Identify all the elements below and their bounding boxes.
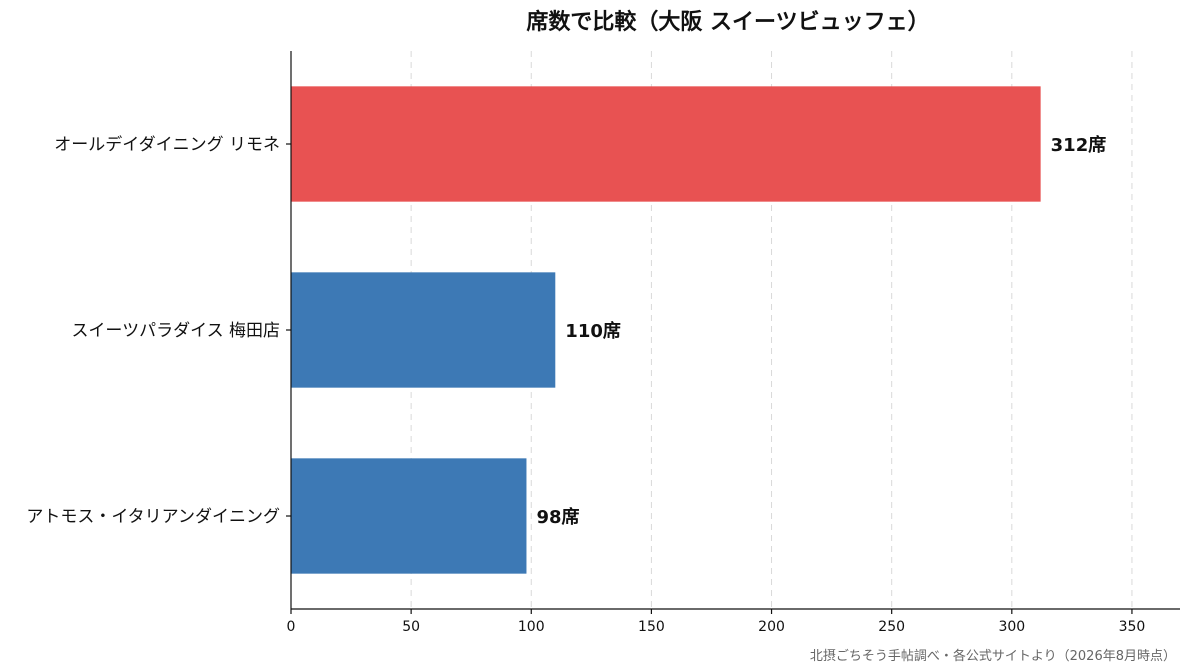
data-label: 98席 [536, 506, 579, 528]
x-tick-label: 0 [287, 619, 296, 635]
data-label: 312席 [1051, 134, 1107, 156]
bar [291, 272, 556, 388]
source-note: 北摂ごちそう手帖調べ・各公式サイトより（2026年8月時点） [810, 648, 1176, 664]
x-tick-label: 50 [402, 619, 420, 635]
x-tick-label: 350 [1119, 619, 1146, 635]
x-tick-label: 250 [878, 619, 905, 635]
axes [286, 51, 1180, 614]
labels: 0 50 100 150 200 250 300 350 オールデイダイニング リモネ 312席ス… [26, 134, 1145, 635]
bar [291, 458, 527, 574]
x-tick-label: 100 [518, 619, 545, 635]
bars [291, 86, 1041, 574]
category-label: オールデイダイニング リモネ [54, 134, 280, 155]
x-tick-label: 150 [638, 619, 665, 635]
x-tick-label: 300 [998, 619, 1025, 635]
category-label: アトモス・イタリアンダイニング [26, 507, 280, 527]
bar [291, 86, 1041, 202]
x-tick-label: 200 [758, 619, 785, 635]
chart-title: 席数で比較（大阪 スイーツビュッフェ） [526, 9, 929, 35]
category-label: スイーツパラダイス 梅田店 [71, 321, 280, 341]
data-label: 110席 [565, 320, 621, 342]
